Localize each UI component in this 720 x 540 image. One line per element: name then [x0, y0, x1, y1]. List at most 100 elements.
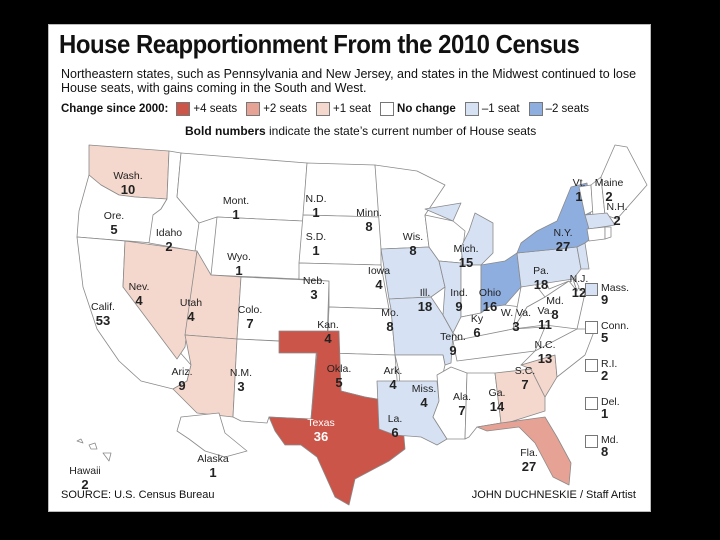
legend-item-label: +1 seat [332, 103, 372, 115]
state-label-mn: Minn. 8 [356, 207, 382, 234]
state-name: Conn. [601, 320, 630, 332]
map-title: House Reapportionment From the 2010 Cens… [59, 29, 580, 59]
state-name: Ind. [450, 287, 468, 299]
state-seats: 5 [601, 330, 609, 345]
state-seats: 8 [386, 319, 394, 334]
bold-note-emphasis: Bold numbers [185, 124, 266, 138]
state-seats: 12 [571, 285, 587, 300]
state-seats: 16 [482, 299, 498, 314]
state-name: Fla. [520, 447, 538, 459]
state-seats: 2 [81, 477, 89, 492]
state-seats: 2 [613, 213, 621, 228]
state-seats: 7 [521, 377, 529, 392]
state-wy [210, 216, 304, 280]
legend-swatch [380, 102, 395, 116]
state-name: Mass. [601, 282, 630, 294]
state-name: Ga. [488, 387, 506, 399]
state-label-wi: Wis. 8 [403, 231, 423, 258]
state-label-mt: Mont. 1 [223, 195, 249, 222]
state-label-md: Md. 8 [546, 295, 564, 322]
state-name: Wyo. [227, 251, 251, 263]
legend-item-label: –1 seat [481, 103, 520, 115]
state-label-mi: Mich. 15 [453, 243, 478, 270]
state-label-wa: Wash. 10 [113, 170, 142, 197]
state-label-oh: Ohio 16 [479, 287, 501, 314]
artist-credit: JOHN DUCHNESKIE / Staff Artist [471, 489, 636, 501]
state-label-fl: Fla. 27 [520, 447, 538, 474]
state-name: Pa. [533, 265, 549, 277]
state-ma [584, 212, 616, 230]
state-seats: 2 [601, 368, 609, 383]
state-name: S.D. [305, 231, 327, 243]
state-seats: 11 [538, 317, 552, 332]
state-name: Utah [179, 297, 203, 309]
state-label-nc: N.C. 13 [535, 339, 556, 366]
state-seats: 8 [409, 243, 417, 258]
state-seats: 4 [187, 309, 195, 324]
state-name: Wash. [113, 170, 143, 182]
state-seats: 6 [391, 425, 399, 440]
state-label-az: Ariz. 9 [172, 366, 193, 393]
state-seats: 1 [232, 207, 240, 222]
legend-swatch [315, 102, 330, 116]
state-label-tx: Texas 36 [307, 417, 334, 444]
small-state-swatch [585, 359, 598, 372]
state-name: Va. [537, 305, 553, 317]
state-seats: 8 [365, 219, 373, 234]
state-label-wy: Wyo. 1 [227, 251, 251, 278]
state-name: Texas [307, 417, 335, 429]
state-label-me: Maine 2 [595, 177, 624, 204]
state-seats: 8 [551, 307, 559, 322]
state-label-ok: Okla. 5 [327, 363, 352, 390]
state-seats: 2 [605, 189, 613, 204]
state-label-nm: N.M. 3 [230, 367, 252, 394]
state-name: Ky [470, 313, 484, 325]
state-name: Ala. [452, 391, 472, 403]
state-seats: 9 [455, 299, 463, 314]
state-name: Md. [601, 434, 619, 446]
state-name: Calif. [91, 301, 115, 313]
state-name: Mont. [222, 195, 250, 207]
state-seats: 9 [178, 378, 186, 393]
state-name: Kan. [317, 319, 339, 331]
state-ak [176, 412, 248, 458]
state-label-nd: N.D. 1 [306, 193, 327, 220]
state-name: N.C. [534, 339, 556, 351]
state-seats: 3 [237, 379, 245, 394]
graphic-panel: House Reapportionment From the 2010 Cens… [48, 24, 651, 512]
state-name: N.D. [305, 193, 327, 205]
state-name: La. [387, 413, 403, 425]
state-name: Colo. [237, 304, 263, 316]
state-seats: 18 [417, 299, 433, 314]
state-seats: 6 [473, 325, 481, 340]
state-name: Okla. [326, 363, 352, 375]
state-label-nj: N.J. 12 [570, 273, 589, 300]
state-name: Miss. [411, 383, 437, 395]
state-seats: 5 [110, 222, 118, 237]
state-ms [432, 366, 468, 440]
state-label-co: Colo. 7 [238, 304, 263, 331]
state-name: Md. [546, 295, 564, 307]
state-name: Mich. [453, 243, 479, 255]
legend-swatch [528, 102, 543, 116]
state-name: N.Y. [553, 227, 573, 239]
state-ri [604, 226, 612, 240]
state-seats: 4 [135, 293, 143, 308]
small-state-swatch [585, 321, 598, 334]
state-hi [76, 438, 112, 462]
state-label-ky: Ky 6 [471, 313, 483, 340]
state-label-ak: Alaska 1 [197, 453, 229, 480]
state-label-mo: Mo. 8 [381, 307, 399, 334]
state-label-il: Ill. 18 [418, 287, 432, 314]
state-seats: 1 [312, 205, 320, 220]
state-name: Iowa [367, 265, 391, 277]
state-name: Vt. [572, 177, 586, 189]
legend-swatch [464, 102, 479, 116]
bold-note-text: indicate the state’s current number of H… [265, 124, 537, 138]
state-name: N.J. [569, 273, 589, 285]
state-name: N.H. [606, 201, 628, 213]
small-state-swatch [585, 283, 598, 296]
state-name: R.I. [601, 358, 618, 370]
state-seats: 9 [601, 292, 609, 307]
small-state-swatch [585, 397, 598, 410]
